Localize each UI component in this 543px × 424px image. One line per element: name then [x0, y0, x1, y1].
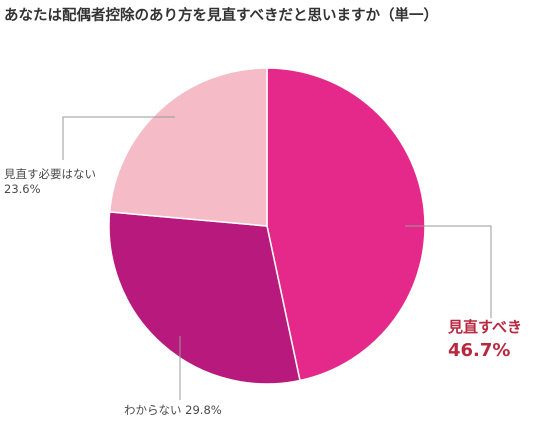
chart-title: あなたは配偶者控除のあり方を見直すべきだと思いますか（単一） [4, 6, 438, 24]
slice-1-label: 見直すべき [447, 318, 522, 336]
slice-3-value-label: 23.6% [4, 182, 41, 196]
slice-3 [108, 67, 268, 227]
slice-3-label: 見直す必要はない [4, 167, 96, 181]
slice-1-value-label: 46.7% [448, 340, 510, 361]
pie-slices [108, 67, 426, 385]
slice-1 [266, 67, 426, 382]
slice-2 [108, 211, 301, 385]
slice-1-leader-line [405, 225, 492, 318]
slice-2-label: わからない 29.8% [124, 403, 222, 417]
slice-3-leader-line [62, 116, 175, 160]
